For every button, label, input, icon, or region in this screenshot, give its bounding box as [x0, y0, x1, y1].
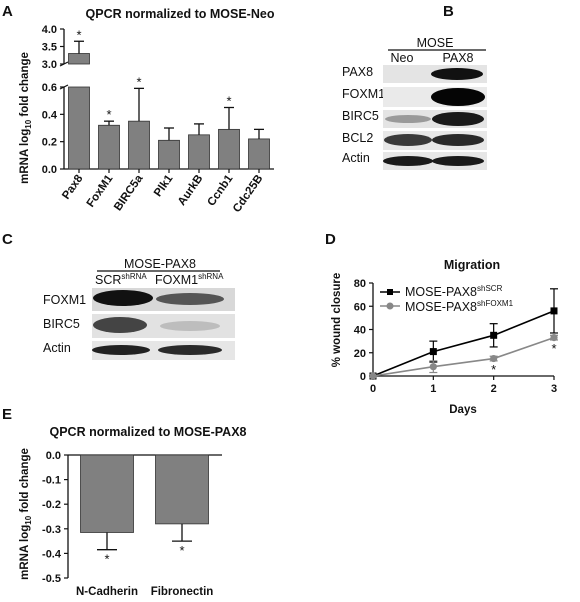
panel-c-row-label: Actin — [43, 341, 71, 355]
panel-a-category-label: Ccnb1 — [205, 172, 235, 208]
panel-d-data-point — [490, 331, 498, 339]
panel-a-category-label: Plk1 — [152, 172, 176, 199]
panel-d-series-line — [372, 336, 555, 377]
panel-e-y-tick-label: -0.2 — [42, 499, 61, 511]
panel-c-blot-image — [92, 288, 235, 360]
panel-d-significance-star: * — [551, 341, 556, 356]
panel-d-ylabel: % wound closure — [331, 273, 343, 368]
panel-d-x-tick-label: 0 — [370, 383, 376, 395]
panel-e-significance-star: * — [104, 552, 109, 567]
panel-e-label: E — [2, 406, 12, 423]
panel-a-bar — [98, 124, 120, 170]
panel-c-group-label: MOSE-PAX8 — [124, 257, 196, 271]
panel-d-series-line — [372, 310, 555, 377]
panel-a-y-tick-label: 0.2 — [42, 137, 57, 149]
panel-a-category-label: BIRC5a — [112, 172, 146, 213]
panel-d-y-tick-label: 60 — [354, 301, 366, 313]
legend-marker-shscr — [387, 289, 393, 295]
panel-e-axes: 0.0 -0.1 -0.2 -0.3 -0.4 -0.5 * N-Cadherin * Fibro… — [42, 450, 222, 598]
panel-a-y-tick-label: 0.6 — [42, 82, 57, 94]
panel-b-row-label: BIRC5 — [342, 109, 379, 123]
panel-a-y-tick-label: 0.0 — [42, 164, 57, 176]
panel-a-y-tick-label: 3.0 — [42, 59, 57, 71]
panel-a-bar — [188, 134, 210, 170]
panel-d-data-point — [550, 307, 558, 315]
panel-d-axes: 0 20 40 60 80 0 1 2 3 * * — [354, 278, 558, 395]
panel-a-bar — [128, 120, 150, 170]
panel-a-significance-star: * — [106, 107, 111, 122]
panel-a-significance-star: * — [226, 94, 231, 109]
panel-b-col-pax8: PAX8 — [442, 51, 473, 65]
panel-a-axes: 0.0 0.2 0.4 0.6 3.0 3.5 4.0 * Pax8 * FoxM1 * BIRC5a P… — [42, 24, 274, 215]
legend-label-shscr: MOSE-PAX8shSCR — [405, 284, 503, 299]
panel-b-row-label: FOXM1 — [342, 87, 385, 101]
panel-b-group-label: MOSE — [417, 36, 454, 50]
panel-a-bar — [218, 128, 240, 170]
panel-d-data-point — [490, 354, 498, 363]
panel-e-significance-star: * — [179, 543, 184, 558]
panel-d-data-point — [429, 348, 437, 356]
panel-d-data-point — [550, 334, 558, 342]
panel-c-row-label: BIRC5 — [43, 317, 80, 331]
panel-e-y-tick-label: -0.3 — [42, 524, 61, 536]
panel-e-title: QPCR normalized to MOSE-PAX8 — [49, 425, 246, 439]
legend-label-shfoxm1: MOSE-PAX8shFOXM1 — [405, 299, 514, 314]
panel-c-label: C — [2, 231, 13, 248]
panel-a-category-label: FoxM1 — [85, 172, 116, 209]
panel-d-x-tick-label: 3 — [551, 383, 557, 395]
panel-b-label: B — [443, 3, 454, 20]
panel-d-y-tick-label: 80 — [354, 278, 366, 290]
panel-d-x-tick-label: 2 — [491, 383, 497, 395]
panel-a-title: QPCR normalized to MOSE-Neo — [86, 7, 275, 21]
panel-e-y-tick-label: -0.5 — [42, 573, 61, 585]
panel-e-category-label: Fibronectin — [151, 586, 214, 598]
legend-marker-shfoxm1 — [386, 302, 394, 310]
panel-d-xlabel: Days — [449, 404, 477, 416]
panel-d-legend: MOSE-PAX8shSCR MOSE-PAX8shFOXM1 — [380, 284, 514, 314]
panel-e-y-tick-label: -0.1 — [42, 475, 61, 487]
panel-a-category-label: Cdc25B — [231, 173, 265, 215]
panel-e-y-tick-label: -0.4 — [42, 548, 62, 560]
panel-a-y-tick-label: 3.5 — [42, 42, 57, 54]
panel-e-ylabel: mRNA log10 fold change — [19, 448, 33, 580]
panel-a-category-label: AurkB — [176, 173, 206, 208]
panel-a-bar — [68, 53, 90, 65]
panel-a-bar — [248, 138, 270, 170]
panel-d-significance-star: * — [491, 362, 496, 377]
panel-c-col-scr: SCRshRNA — [95, 272, 147, 287]
panel-d-y-tick-label: 40 — [354, 325, 366, 337]
panel-a-category-label: Pax8 — [60, 172, 86, 201]
panel-e-y-tick-label: 0.0 — [46, 450, 61, 462]
panel-a-ylabel: mRNA log10 fold change — [19, 52, 33, 184]
panel-a-bar — [158, 139, 180, 170]
panel-e-bar — [155, 454, 209, 525]
panel-a-label: A — [2, 3, 13, 20]
panel-e-category-label: N-Cadherin — [76, 586, 138, 598]
panel-d-y-tick-label: 0 — [360, 371, 366, 383]
panel-b-blot-image — [383, 65, 487, 170]
panel-a-y-tick-label: 4.0 — [42, 24, 57, 36]
panel-d-x-tick-label: 1 — [430, 383, 436, 395]
panel-e-bar — [80, 454, 134, 533]
panel-a-y-tick-label: 0.4 — [42, 109, 58, 121]
panel-b-row-label: Actin — [342, 151, 370, 165]
panel-a-significance-star: * — [76, 27, 81, 42]
panel-b-row-label: BCL2 — [342, 131, 373, 145]
panel-a-bar — [68, 86, 90, 170]
panel-c-col-foxm1: FOXM1shRNA — [155, 272, 224, 287]
panel-b-col-neo: Neo — [391, 51, 414, 65]
panel-d-data-point — [369, 372, 377, 380]
panel-b-row-label: PAX8 — [342, 65, 373, 79]
panel-a-significance-star: * — [136, 74, 141, 89]
panel-d-y-tick-label: 20 — [354, 348, 366, 360]
panel-d-data-point — [429, 363, 437, 371]
panel-d-label: D — [325, 231, 336, 248]
panel-d-title: Migration — [444, 258, 500, 272]
panel-c-row-label: FOXM1 — [43, 293, 86, 307]
